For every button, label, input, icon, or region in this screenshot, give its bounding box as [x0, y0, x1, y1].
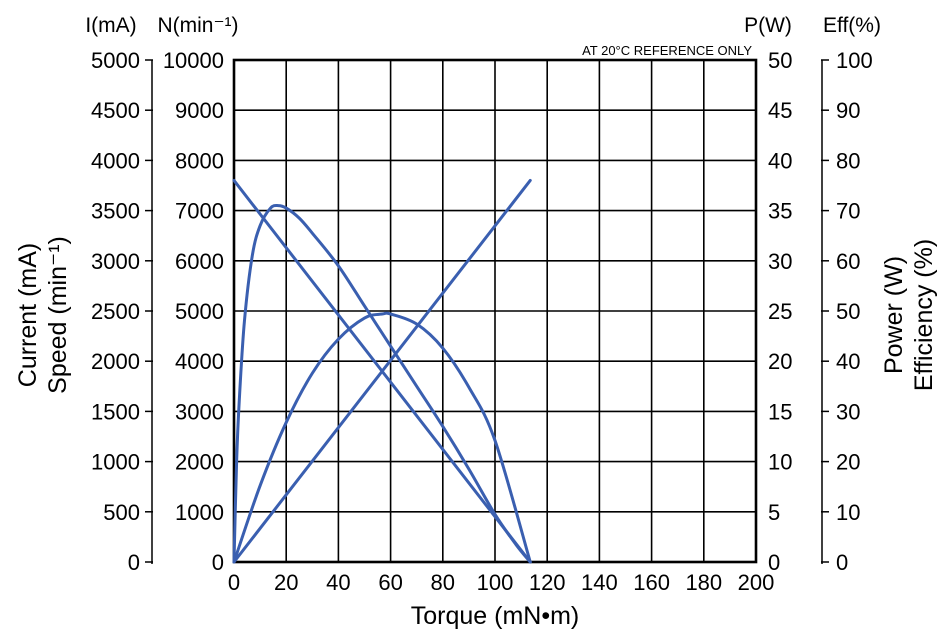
speed-tick-label: 5000	[175, 299, 224, 324]
efficiency-curve	[232, 203, 532, 564]
current-axis-title: Current (mA)	[14, 243, 42, 387]
speed-tick-label: 4000	[175, 349, 224, 374]
efficiency-tick-label: 0	[836, 550, 848, 575]
plot-frame	[232, 58, 758, 564]
current-tick-label: 500	[103, 500, 140, 525]
current-tick-label: 2500	[91, 299, 140, 324]
current-tick-label: 0	[128, 550, 140, 575]
axes: 0 20 40 60 80 100 120 140 160 180 2000500100015002…	[91, 48, 873, 595]
current-curve	[232, 178, 532, 564]
speed-tick-label: 2000	[175, 450, 224, 475]
efficiency-tick-label: 10	[836, 500, 860, 525]
power-curve	[232, 311, 532, 564]
x-axis-title: Torque (mN•m)	[411, 602, 580, 630]
current-tick-label: 2000	[91, 349, 140, 374]
speed-tick-label: 10000	[163, 48, 224, 73]
efficiency-tick-label: 20	[836, 450, 860, 475]
grid	[234, 60, 756, 562]
power-tick-label: 25	[768, 299, 792, 324]
current-tick-label: 4500	[91, 98, 140, 123]
power-axis-title: Power (W)	[880, 256, 908, 374]
x-tick-label: 120	[529, 570, 566, 595]
current-tick-label: 4000	[91, 148, 140, 173]
power-tick-label: 50	[768, 48, 792, 73]
power-tick-label: 45	[768, 98, 792, 123]
power-tick-label: 5	[768, 500, 780, 525]
efficiency-tick-label: 50	[836, 299, 860, 324]
power-tick-label: 30	[768, 249, 792, 274]
current-tick-label: 5000	[91, 48, 140, 73]
efficiency-tick-label: 70	[836, 199, 860, 224]
efficiency-tick-label: 80	[836, 148, 860, 173]
efficiency-tick-label: 100	[836, 48, 873, 73]
current-axis-header: I(mA)	[85, 14, 136, 37]
speed-axis-header: N(min⁻¹)	[157, 14, 238, 37]
efficiency-tick-label: 40	[836, 349, 860, 374]
efficiency-tick-label: 30	[836, 399, 860, 424]
power-tick-label: 20	[768, 349, 792, 374]
efficiency-tick-label: 90	[836, 98, 860, 123]
speed-tick-label: 7000	[175, 199, 224, 224]
x-tick-label: 160	[633, 570, 670, 595]
power-tick-label: 0	[768, 550, 780, 575]
power-tick-label: 35	[768, 199, 792, 224]
current-tick-label: 1000	[91, 450, 140, 475]
x-tick-label: 180	[685, 570, 722, 595]
series-lines	[232, 178, 532, 564]
x-tick-label: 200	[738, 570, 775, 595]
x-tick-label: 100	[477, 570, 514, 595]
current-tick-label: 3500	[91, 199, 140, 224]
speed-axis-title: Speed (min⁻¹)	[44, 236, 72, 394]
speed-tick-label: 6000	[175, 249, 224, 274]
speed-tick-label: 1000	[175, 500, 224, 525]
speed-tick-label: 9000	[175, 98, 224, 123]
x-tick-label: 80	[431, 570, 455, 595]
power-axis-header: P(W)	[744, 14, 792, 37]
speed-tick-label: 8000	[175, 148, 224, 173]
speed-tick-label: 3000	[175, 399, 224, 424]
x-tick-label: 20	[274, 570, 298, 595]
speed-tick-label: 0	[212, 550, 224, 575]
current-tick-label: 1500	[91, 399, 140, 424]
power-tick-label: 40	[768, 148, 792, 173]
power-tick-label: 10	[768, 450, 792, 475]
chart-note: AT 20°C REFERENCE ONLY	[582, 43, 752, 58]
efficiency-axis-header: Eff(%)	[823, 14, 881, 37]
x-tick-label: 140	[581, 570, 618, 595]
efficiency-tick-label: 60	[836, 249, 860, 274]
current-tick-label: 3000	[91, 249, 140, 274]
x-tick-label: 40	[326, 570, 350, 595]
efficiency-axis-title: Efficiency (%)	[910, 239, 938, 391]
power-tick-label: 15	[768, 399, 792, 424]
x-tick-label: 0	[228, 570, 240, 595]
x-tick-label: 60	[378, 570, 402, 595]
